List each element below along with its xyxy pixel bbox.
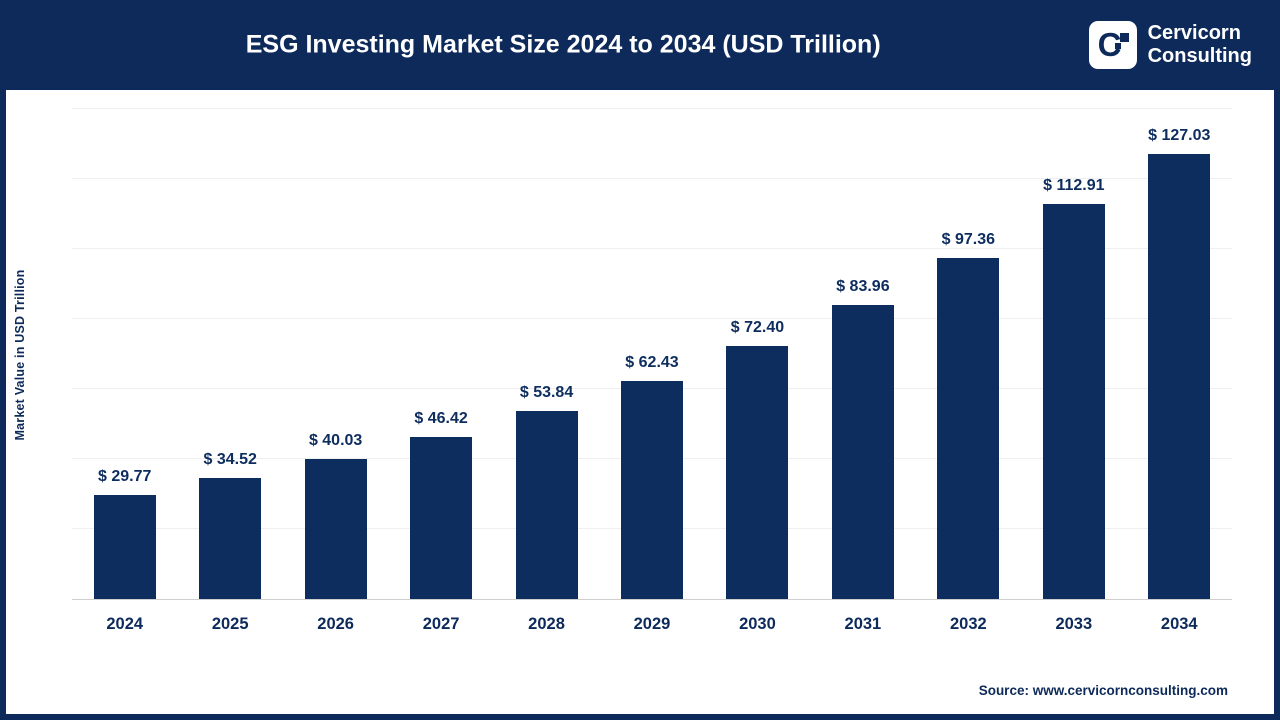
chart-column: $ 29.77 xyxy=(72,468,177,599)
header-bar: ESG Investing Market Size 2024 to 2034 (… xyxy=(0,0,1280,90)
bar-2026 xyxy=(304,458,367,599)
brand-name-line1: Cervicorn xyxy=(1147,22,1241,44)
bar-2028 xyxy=(515,410,578,599)
bar-2031 xyxy=(831,305,894,599)
year-label-2031: 2031 xyxy=(844,615,882,633)
bar-value-label: $ 112.91 xyxy=(1043,176,1105,194)
year-label-2025: 2025 xyxy=(211,615,249,633)
bar-value-label: $ 62.43 xyxy=(625,353,679,371)
bar-2029 xyxy=(620,380,683,599)
bar-value-label: $ 34.52 xyxy=(203,451,257,469)
gridline xyxy=(72,318,1232,319)
bar-2024 xyxy=(93,494,156,599)
year-label-2030: 2030 xyxy=(739,615,776,633)
chart-column: $ 112.91 xyxy=(1021,177,1126,599)
page-title: ESG Investing Market Size 2024 to 2034 (… xyxy=(245,30,881,59)
bar-2030 xyxy=(726,345,789,599)
chart-column: $ 40.03 xyxy=(283,432,388,599)
year-label-2032: 2032 xyxy=(949,615,987,633)
y-axis-label: Market Value in USD Trillion xyxy=(13,269,27,441)
chart-column: $ 83.96 xyxy=(810,278,915,599)
bar-2034 xyxy=(1148,154,1211,599)
bar-value-label: $ 97.36 xyxy=(941,231,996,249)
bar-2027 xyxy=(410,436,473,599)
cervicorn-logo-icon: C xyxy=(1088,21,1137,69)
logo-square-decoration xyxy=(1114,43,1121,49)
bar-value-label: $ 40.03 xyxy=(308,431,363,449)
logo-letter: C xyxy=(1097,25,1122,63)
gridline xyxy=(72,248,1232,249)
bar-2033 xyxy=(1042,203,1105,599)
brand-name: Cervicorn Consulting xyxy=(1148,22,1252,68)
bar-2032 xyxy=(937,258,1000,599)
bar-value-label: $ 46.42 xyxy=(414,409,468,427)
plot-area: $ 29.77 $ 34.52 $ 40.03 $ 46.42 $ 53.84 $ 62.… xyxy=(72,90,1232,634)
year-label-2027: 2027 xyxy=(422,615,460,633)
chart-column: $ 127.03 xyxy=(1127,127,1232,599)
brand-logo: C Cervicorn Consulting xyxy=(1088,21,1252,69)
year-label-2028: 2028 xyxy=(528,615,565,633)
chart-column: $ 46.42 xyxy=(388,410,493,599)
year-label-2034: 2034 xyxy=(1160,615,1198,633)
gridline xyxy=(72,178,1232,179)
chart-column: $ 97.36 xyxy=(916,231,1021,599)
year-label-2026: 2026 xyxy=(317,615,354,633)
source-text: Source: www.cervicornconsulting.com xyxy=(978,683,1228,698)
brand-name-line2: Consulting xyxy=(1147,45,1252,67)
bar-2025 xyxy=(199,478,262,599)
chart-column: $ 53.84 xyxy=(494,384,599,599)
year-label-2024: 2024 xyxy=(106,615,144,633)
bar-value-label: $ 83.96 xyxy=(836,278,890,296)
chart-column: $ 62.43 xyxy=(599,353,704,599)
bar-value-label: $ 29.77 xyxy=(98,467,152,485)
year-label-2029: 2029 xyxy=(633,615,671,633)
gridline xyxy=(72,108,1232,109)
chart-panel: Market Value in USD Trillion $ 29.77 $ 34… xyxy=(0,90,1280,720)
bar-value-label: $ 127.03 xyxy=(1148,127,1211,145)
year-label-2033: 2033 xyxy=(1055,615,1093,633)
bar-value-label: $ 72.40 xyxy=(730,318,785,336)
logo-square-decoration xyxy=(1119,33,1129,42)
bar-value-label: $ 53.84 xyxy=(519,383,574,401)
chart-column: $ 34.52 xyxy=(177,451,282,599)
chart-column: $ 72.40 xyxy=(705,319,810,599)
bars-row: $ 29.77 $ 34.52 $ 40.03 $ 46.42 $ 53.84 $ 62.… xyxy=(72,90,1232,600)
x-axis-labels: 2024 2025 2026 2027 2028 2029 2030 2031 2032 2033… xyxy=(72,600,1232,634)
